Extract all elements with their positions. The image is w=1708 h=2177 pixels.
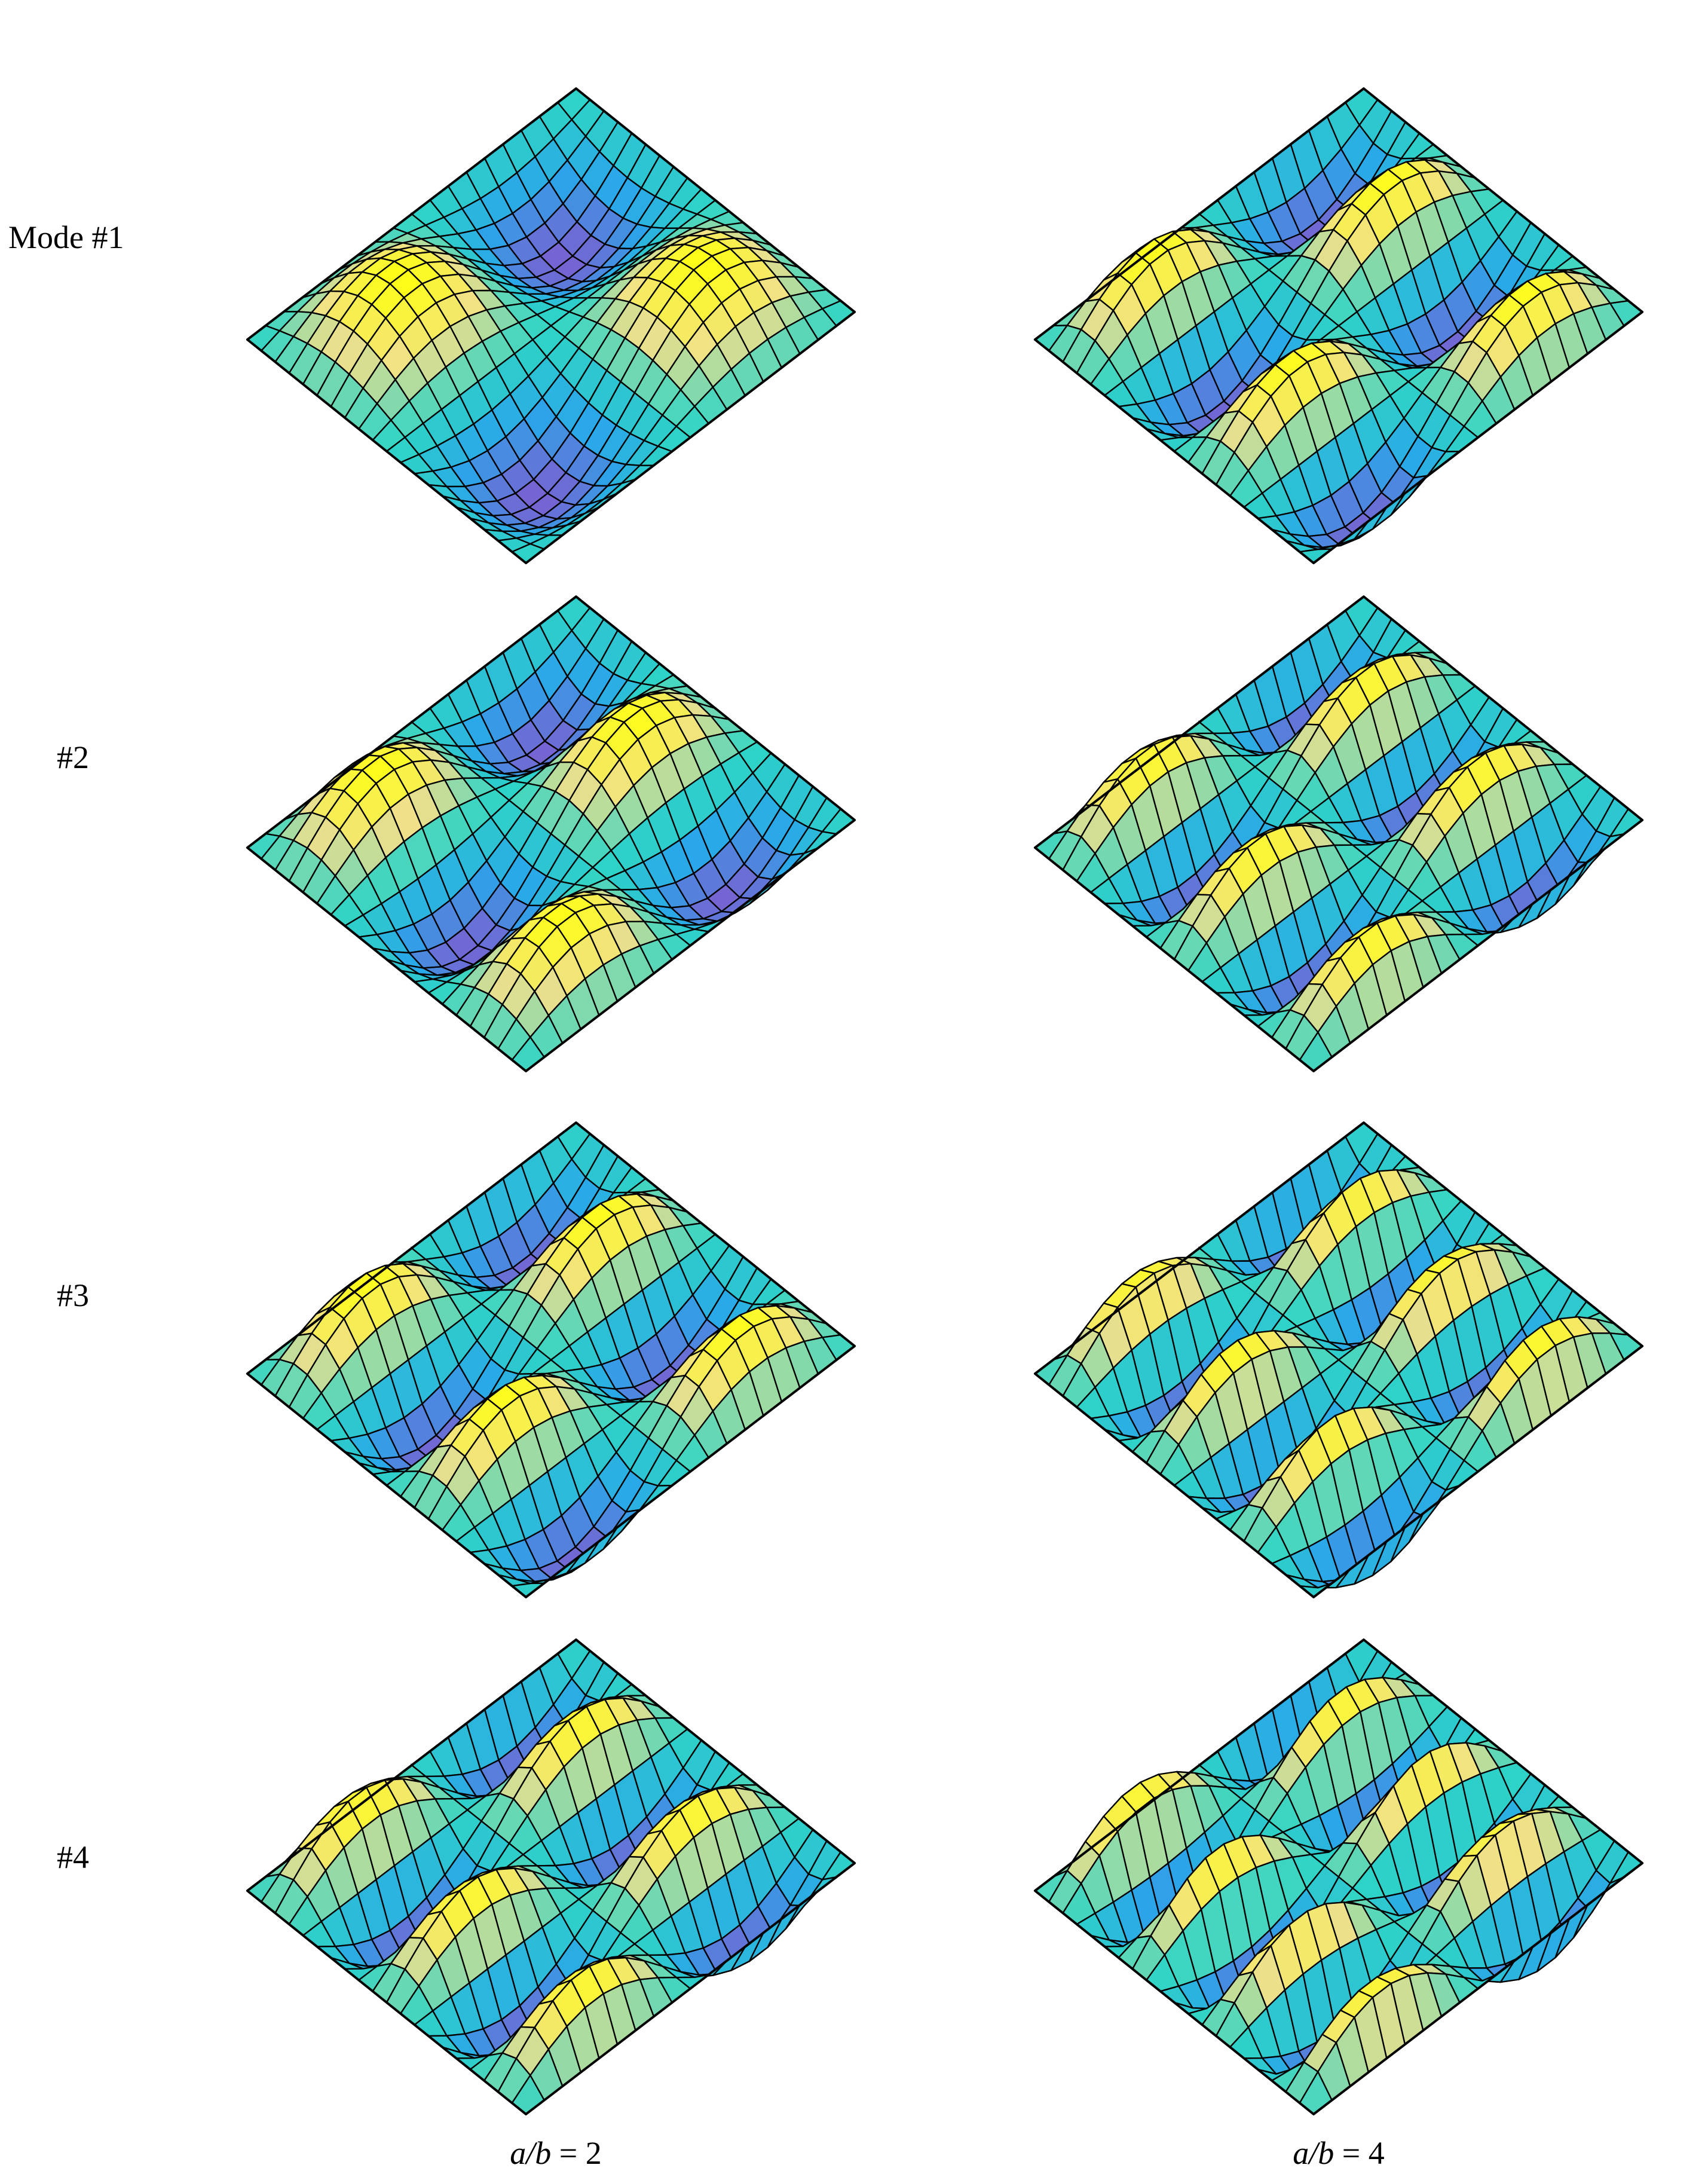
row-label-mode-1: Mode #1 xyxy=(8,219,124,255)
column-label-value-1: = 2 xyxy=(551,2135,601,2171)
mode-4-ratio-2-plot xyxy=(246,1638,856,2115)
column-label-a-b-2: a/b = 2 xyxy=(510,2135,601,2171)
mode-1-ratio-2-plot xyxy=(246,87,856,564)
row-label-mode-2: #2 xyxy=(57,739,89,775)
plate-outline xyxy=(1033,1638,1644,2115)
column-label-var-1: a/b xyxy=(510,2135,551,2171)
plate-outline xyxy=(246,87,856,564)
row-label-mode-3: #3 xyxy=(57,1277,89,1313)
mode-3-ratio-4-plot xyxy=(1033,1121,1644,1598)
mode-shape-plots xyxy=(246,87,1644,2115)
plate-outline xyxy=(246,1121,856,1598)
plate-outline xyxy=(246,595,856,1072)
row-label-text-4: #4 xyxy=(57,1839,89,1875)
column-label-var-2: a/b xyxy=(1293,2135,1334,2171)
plate-outline xyxy=(246,1638,856,2115)
column-label-a-b-4: a/b = 4 xyxy=(1293,2135,1384,2171)
plate-outline xyxy=(1033,1121,1644,1598)
row-label-text-2: #2 xyxy=(57,739,89,775)
mode-1-ratio-4-plot xyxy=(1033,87,1644,564)
plate-outline xyxy=(1033,595,1644,1072)
row-label-text-3: #3 xyxy=(57,1277,89,1313)
row-label-mode-4: #4 xyxy=(57,1839,89,1875)
mode-4-ratio-4-plot xyxy=(1033,1638,1644,2115)
column-label-value-2: = 4 xyxy=(1334,2135,1384,2171)
mode-3-ratio-2-plot xyxy=(246,1121,856,1598)
row-label-text-1: Mode #1 xyxy=(8,219,124,255)
mode-2-ratio-4-plot xyxy=(1033,595,1644,1072)
plate-outline xyxy=(1033,87,1644,564)
mode-2-ratio-2-plot xyxy=(246,595,856,1072)
